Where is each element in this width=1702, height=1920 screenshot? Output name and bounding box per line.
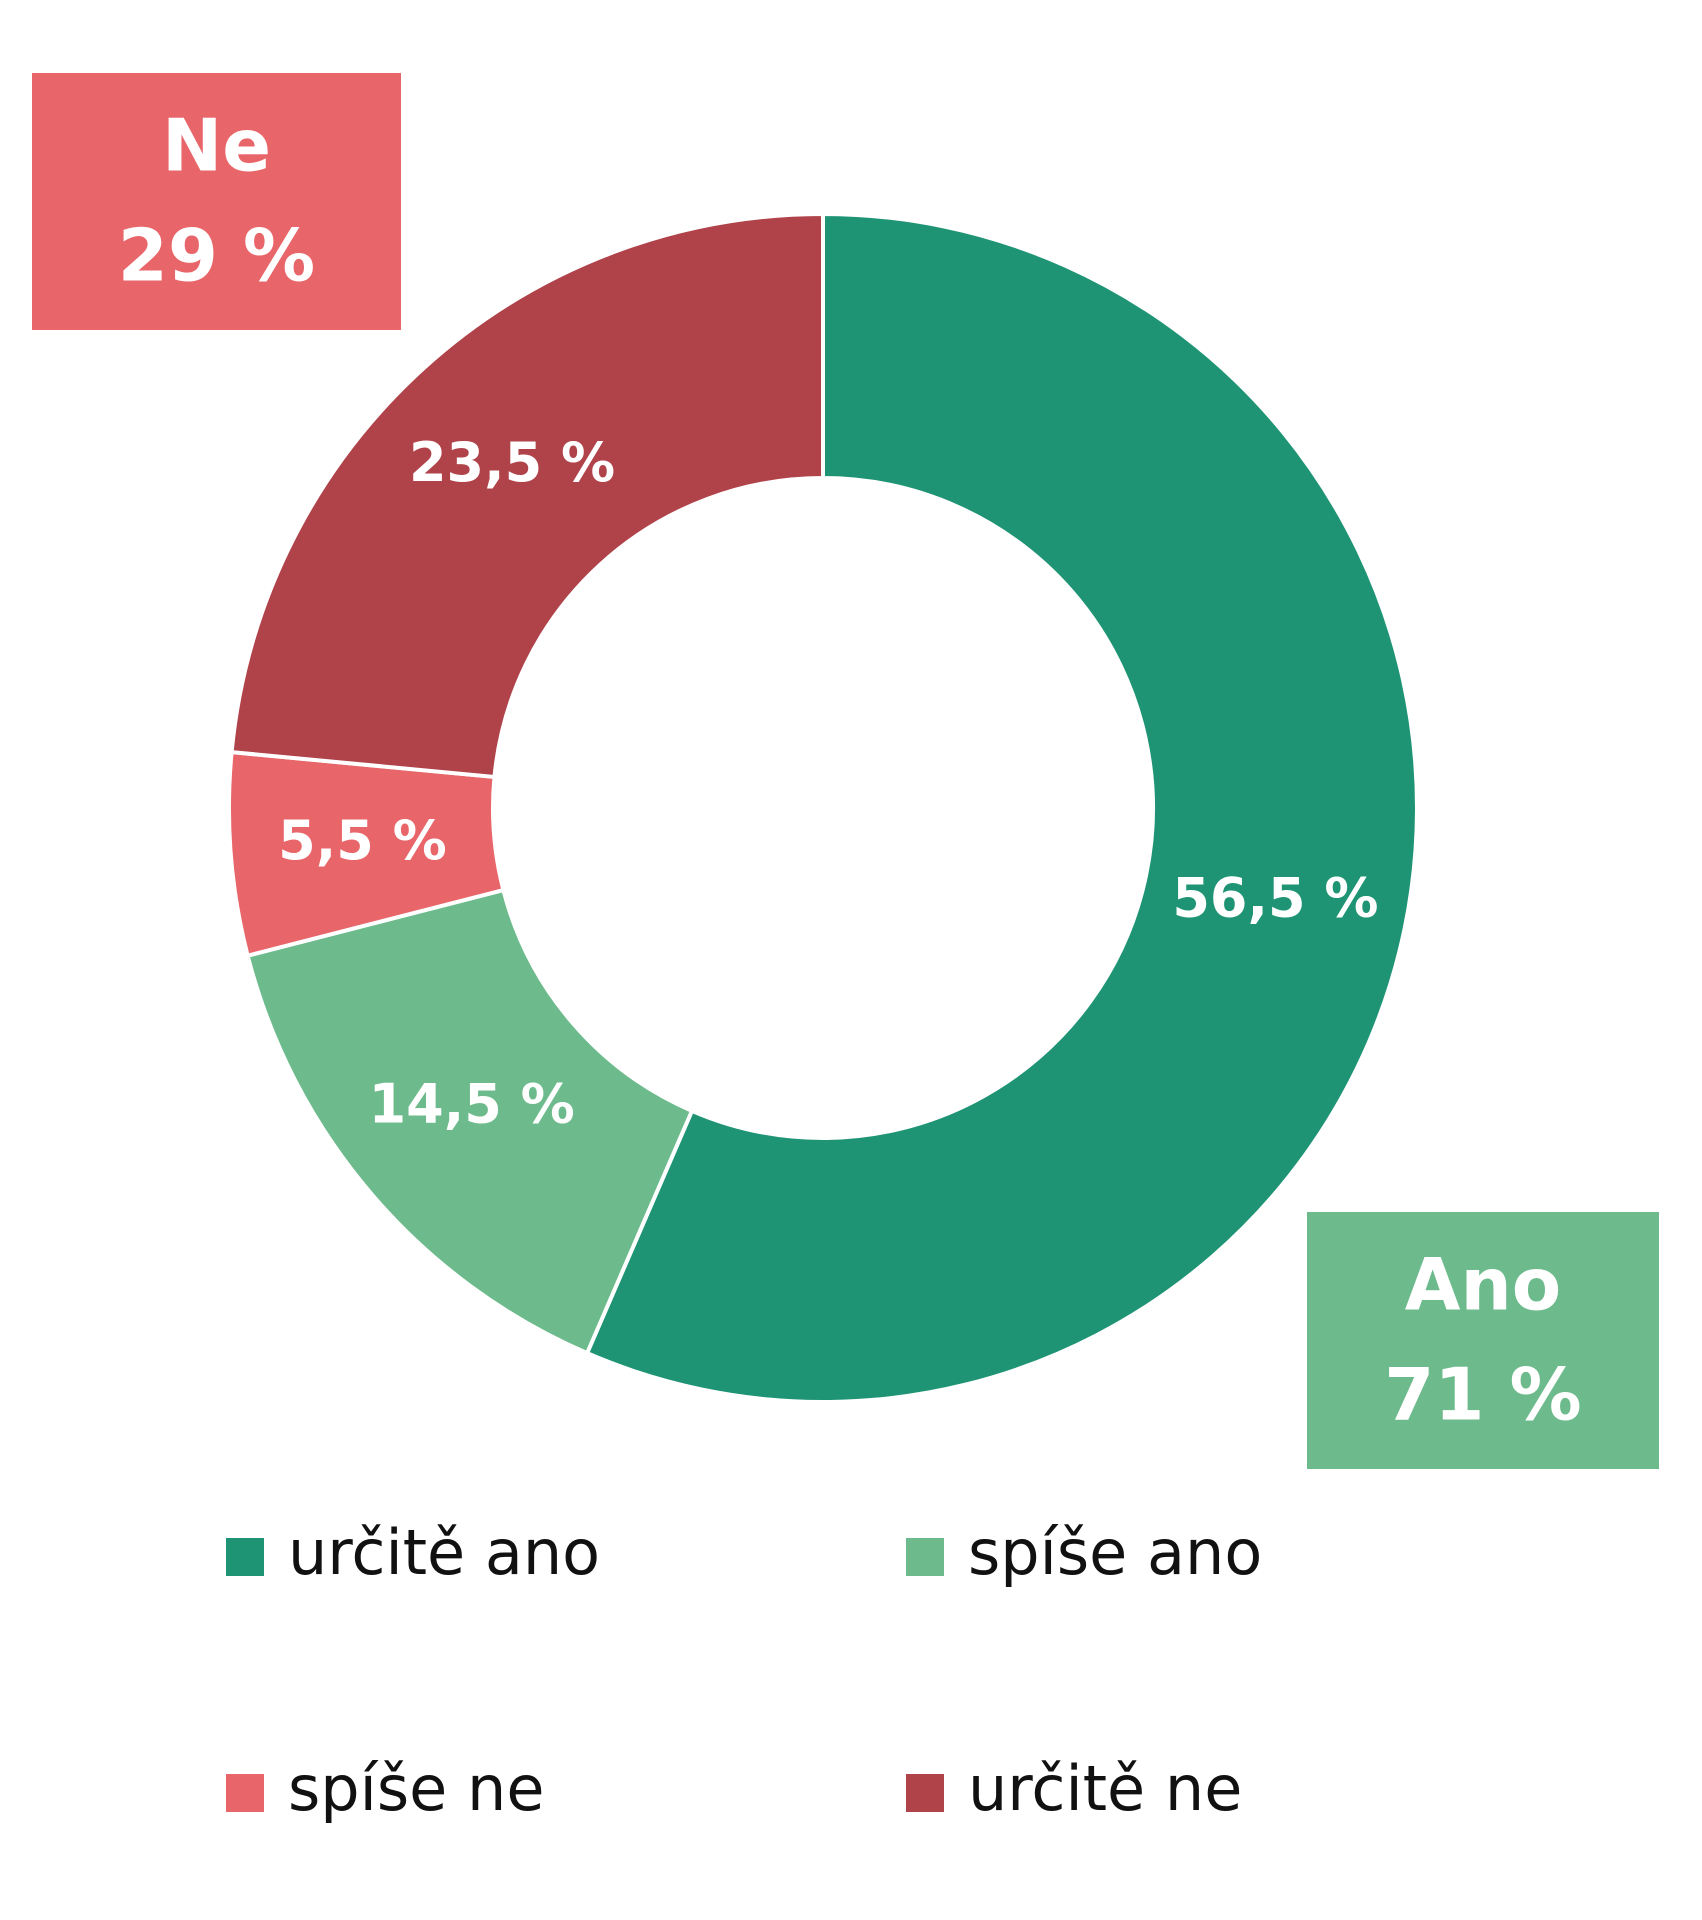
annotation-value: 71 % — [1384, 1353, 1581, 1437]
data-label: 23,5 % — [409, 431, 615, 494]
annotation-box — [1307, 1212, 1659, 1469]
data-label: 56,5 % — [1172, 866, 1378, 929]
data-label: 14,5 % — [369, 1073, 575, 1136]
annotation-title: Ano — [1405, 1243, 1561, 1327]
annotation-value: 29 % — [118, 214, 315, 298]
legend-swatch — [906, 1538, 944, 1576]
annotation-box — [32, 73, 401, 330]
donut-slice — [245, 887, 695, 1356]
legend-label: spíše ano — [968, 1516, 1262, 1589]
legend-swatch — [906, 1774, 944, 1812]
data-label: 5,5 % — [278, 809, 447, 872]
donut-slice — [229, 211, 825, 780]
legend-label: spíše ne — [288, 1752, 544, 1825]
donut-slice — [584, 211, 1419, 1404]
legend-label: určitě ano — [288, 1516, 600, 1589]
legend-swatch — [226, 1538, 264, 1576]
legend-label: určitě ne — [968, 1752, 1242, 1825]
annotation-title: Ne — [162, 104, 271, 188]
legend-swatch — [226, 1774, 264, 1812]
